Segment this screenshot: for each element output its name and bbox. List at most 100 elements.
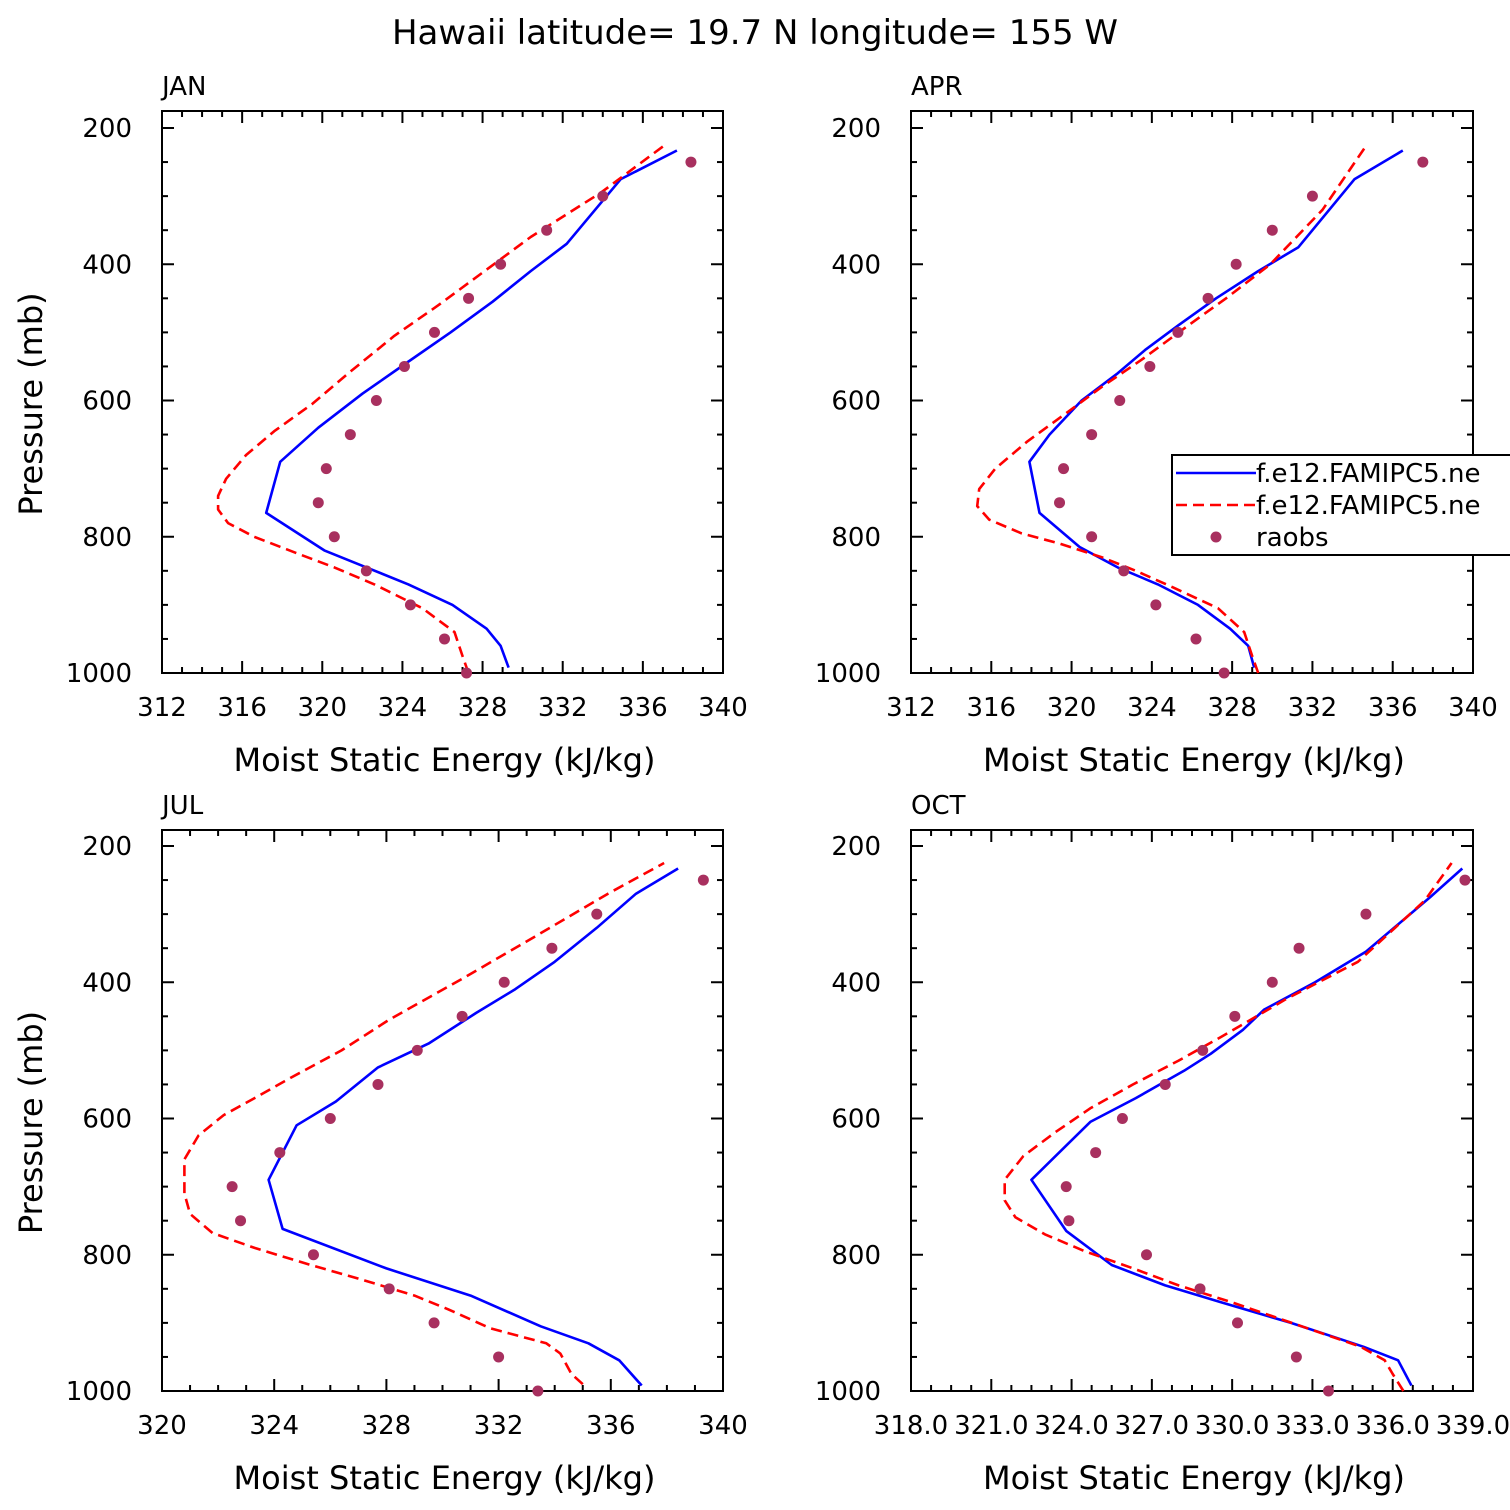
raobs-point — [428, 326, 440, 338]
x-tick-label: 336 — [618, 693, 668, 723]
raobs-point — [1417, 156, 1429, 168]
legend-label: f.e12.FAMIPC5.ne — [1256, 491, 1480, 521]
raobs-point — [324, 1113, 336, 1124]
raobs-point — [1058, 463, 1070, 475]
y-tick-label: 600 — [831, 1105, 881, 1135]
x-tick-label: 318.0 — [874, 1411, 948, 1441]
series-line-model_b — [183, 861, 665, 1386]
raobs-point — [1306, 190, 1318, 202]
y-tick-label: 200 — [831, 832, 881, 862]
series-line-model_b — [1003, 862, 1453, 1392]
raobs-point — [1218, 667, 1230, 679]
x-tick-label: 324 — [378, 693, 428, 723]
raobs-point — [1231, 1317, 1243, 1329]
raobs-point — [1190, 633, 1202, 645]
axis-ticks — [910, 830, 1474, 1392]
raobs-point — [546, 942, 558, 954]
x-tick-label: 333.0 — [1275, 1411, 1349, 1441]
panels: JAN 312 316 320 324 328 332 336 340 200 400 600 800 1… — [12, 72, 1510, 1497]
x-tick-label: 328 — [458, 693, 508, 723]
raobs-point — [328, 531, 340, 543]
y-tick-label: 400 — [82, 968, 132, 998]
raobs-point — [404, 599, 416, 611]
raobs-point — [428, 1317, 440, 1329]
legend-swatch-raobs — [1210, 531, 1222, 543]
panel-jan: JAN 312 316 320 324 328 332 336 340 200 400 600 800 1… — [12, 72, 748, 779]
y-axis-label: Pressure (mb) — [12, 292, 50, 515]
panel-label: OCT — [911, 791, 966, 821]
raobs-point — [1150, 599, 1162, 611]
y-tick-label: 200 — [82, 832, 132, 862]
x-tick-label: 324 — [1127, 693, 1177, 723]
y-tick-label: 600 — [82, 1105, 132, 1135]
plot-frame — [161, 110, 724, 674]
y-tick-label: 600 — [82, 387, 132, 417]
raobs-point — [1090, 1147, 1102, 1159]
raobs-point — [1141, 1249, 1153, 1261]
x-tick-label: 340 — [698, 693, 748, 723]
x-axis-label: Moist Static Energy (kJ/kg) — [983, 1459, 1405, 1497]
y-tick-label: 800 — [82, 1241, 132, 1271]
plot-frame — [910, 110, 1474, 674]
raobs-point — [1202, 292, 1214, 304]
axis-ticks — [910, 111, 1474, 674]
y-tick-label: 800 — [831, 1241, 881, 1271]
series-line-model_b — [216, 143, 666, 674]
y-tick-label: 800 — [82, 523, 132, 553]
raobs-point — [1172, 326, 1184, 338]
raobs-point — [532, 1385, 544, 1397]
panel-label: APR — [911, 72, 963, 102]
raobs-point — [1229, 1010, 1241, 1022]
y-tick-label: 200 — [831, 114, 881, 144]
x-tick-label: 320 — [297, 693, 347, 723]
x-tick-label: 336 — [586, 1411, 636, 1441]
y-tick-label: 400 — [831, 968, 881, 998]
legend-label: raobs — [1256, 523, 1329, 553]
x-tick-label: 316 — [217, 693, 267, 723]
raobs-point — [398, 360, 410, 372]
raobs-point — [226, 1181, 238, 1193]
raobs-point — [320, 463, 332, 475]
panel-apr: APR 312 316 320 324 328 332 336 340 200 400 600 800 1… — [815, 72, 1498, 779]
x-tick-label: 332 — [538, 693, 588, 723]
x-tick-label: 320 — [1047, 693, 1097, 723]
plot-frame — [910, 829, 1474, 1392]
raobs-point — [1060, 1181, 1072, 1193]
raobs-point — [495, 258, 507, 270]
y-tick-label: 1000 — [815, 1377, 881, 1407]
raobs-markers — [312, 156, 697, 679]
raobs-point — [1118, 565, 1130, 577]
series-line-model_b — [975, 144, 1368, 674]
raobs-point — [463, 292, 475, 304]
axis-ticks — [161, 830, 724, 1392]
y-axis-label: Pressure (mb) — [12, 1011, 50, 1234]
raobs-point — [697, 874, 709, 886]
raobs-point — [1194, 1283, 1206, 1295]
y-tick-label: 200 — [82, 114, 132, 144]
axis-ticks — [161, 111, 724, 674]
x-tick-label: 321.0 — [954, 1411, 1028, 1441]
raobs-point — [461, 667, 473, 679]
raobs-point — [370, 395, 382, 406]
x-tick-label: 316 — [966, 693, 1016, 723]
x-tick-label: 332 — [1288, 693, 1338, 723]
y-tick-label: 1000 — [66, 659, 132, 689]
x-tick-label: 320 — [137, 1411, 187, 1441]
x-tick-label: 336.0 — [1355, 1411, 1429, 1441]
series-line-model_a — [264, 149, 678, 669]
x-tick-label: 339.0 — [1436, 1411, 1510, 1441]
raobs-point — [493, 1351, 505, 1363]
raobs-point — [383, 1283, 395, 1295]
raobs-point — [274, 1147, 286, 1159]
x-tick-label: 324.0 — [1034, 1411, 1108, 1441]
raobs-point — [1086, 531, 1098, 543]
x-axis-label: Moist Static Energy (kJ/kg) — [234, 1459, 656, 1497]
y-tick-label: 800 — [831, 523, 881, 553]
x-tick-label: 340 — [698, 1411, 748, 1441]
raobs-point — [591, 908, 603, 920]
x-tick-label: 336 — [1368, 693, 1418, 723]
raobs-point — [1459, 874, 1471, 886]
x-tick-label: 328 — [1207, 693, 1257, 723]
raobs-point — [456, 1010, 468, 1022]
